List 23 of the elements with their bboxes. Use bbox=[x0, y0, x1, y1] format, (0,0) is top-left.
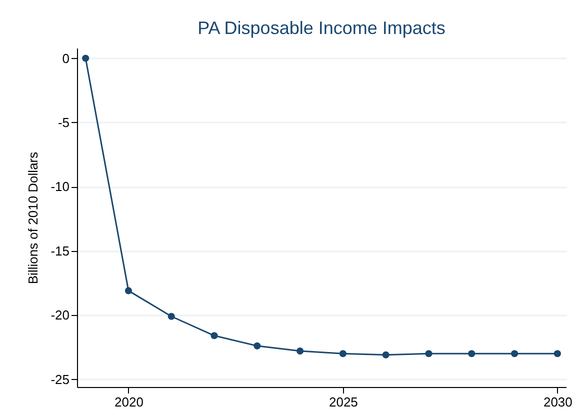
y-axis-title: Billions of 2010 Dollars bbox=[26, 151, 41, 284]
x-tick-label: 2025 bbox=[328, 394, 358, 410]
y-tick-label: -10 bbox=[50, 179, 70, 194]
y-tick-label: -5 bbox=[58, 114, 70, 130]
point bbox=[425, 350, 432, 358]
point bbox=[339, 350, 346, 358]
point bbox=[124, 287, 132, 294]
chart-title: PA Disposable Income Impacts bbox=[198, 18, 446, 38]
x-tick-label: 2020 bbox=[114, 394, 144, 410]
y-tick-label: -25 bbox=[50, 372, 70, 387]
point bbox=[554, 350, 561, 358]
point bbox=[254, 342, 261, 350]
point bbox=[168, 312, 175, 320]
y-tick-label: 0 bbox=[62, 50, 70, 66]
point bbox=[468, 350, 476, 358]
y-tick-label: -15 bbox=[50, 243, 70, 258]
point bbox=[382, 351, 390, 358]
point bbox=[210, 332, 218, 340]
point bbox=[82, 54, 90, 62]
x-tick-label: 2030 bbox=[543, 394, 572, 410]
point bbox=[510, 350, 518, 358]
point bbox=[296, 348, 304, 355]
y-tick-label: -20 bbox=[50, 308, 70, 323]
